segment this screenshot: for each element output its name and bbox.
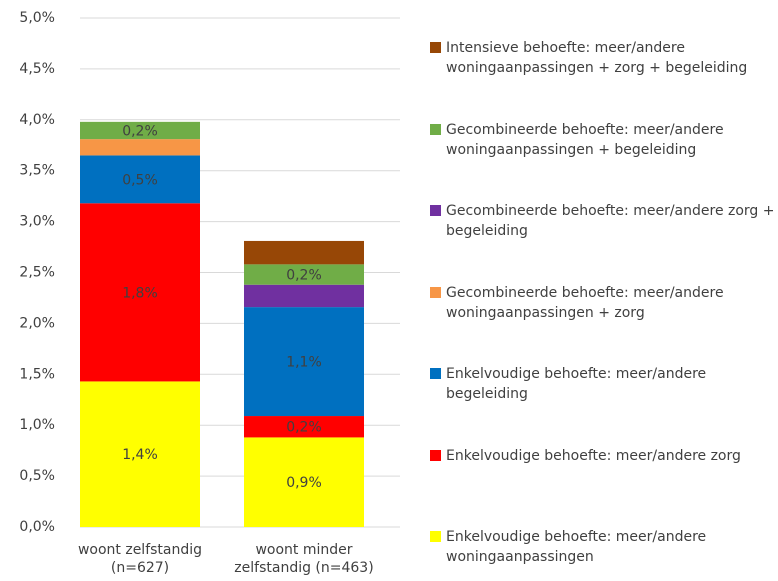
bar-segment <box>244 240 364 265</box>
legend-label: Enkelvoudige behoefte: meer/andere zorg <box>446 447 741 464</box>
legend-label: Enkelvoudige behoefte: meer/andere begel… <box>446 366 707 402</box>
legend-swatch <box>430 449 441 461</box>
legend-item: Gecombineerde behoefte: meer/andere woni… <box>430 120 775 160</box>
legend-swatch <box>430 531 441 542</box>
legend-label: Gecombineerde behoefte: meer/andere zorg… <box>446 203 775 239</box>
legend-item: Intensieve behoefte: meer/andere woninga… <box>430 38 775 78</box>
legend-label: Enkelvoudige behoefte: meer/andere wonin… <box>446 529 707 565</box>
data-label: 1,4% <box>122 447 158 463</box>
x-tick-label: woont zelfstandig (n=627) <box>77 542 203 576</box>
bar-segment <box>80 139 200 156</box>
y-tick-label: 1,0% <box>19 417 55 433</box>
y-tick-label: 0,5% <box>19 468 55 484</box>
legend-item: Enkelvoudige behoefte: meer/andere begel… <box>430 364 775 404</box>
y-tick-label: 1,5% <box>19 366 55 382</box>
y-tick-label: 3,5% <box>19 163 55 179</box>
y-tick-label: 4,5% <box>19 61 55 77</box>
legend-label: Gecombineerde behoefte: meer/andere woni… <box>446 121 724 158</box>
legend-item: Gecombineerde behoefte: meer/andere zorg… <box>430 201 775 241</box>
legend-item: Enkelvoudige behoefte: meer/andere zorg <box>430 446 775 466</box>
bar-segment <box>80 155 200 204</box>
x-tick-label: woont minder zelfstandig (n=463) <box>234 542 374 576</box>
y-tick-label: 0,0% <box>19 519 55 535</box>
bar-segment <box>80 381 200 527</box>
data-label: 0,5% <box>122 172 158 188</box>
y-tick-label: 5,0% <box>19 10 55 26</box>
data-label: 0,2% <box>286 268 322 284</box>
data-label: 1,1% <box>286 355 322 371</box>
legend-swatch <box>430 42 441 53</box>
legend-swatch <box>430 368 441 379</box>
y-tick-label: 4,0% <box>19 112 55 128</box>
legend-swatch <box>430 123 441 135</box>
bar-segment <box>244 264 364 285</box>
data-label: 0,9% <box>286 475 322 491</box>
legend-label: Intensieve behoefte: meer/andere woninga… <box>446 40 748 76</box>
legend-item: Enkelvoudige behoefte: meer/andere wonin… <box>430 527 775 567</box>
bar-segment <box>80 203 200 382</box>
bar-segment <box>244 416 364 438</box>
y-tick-label: 3,0% <box>19 214 55 230</box>
legend-item: Gecombineerde behoefte: meer/andere woni… <box>430 283 775 323</box>
bar-segment <box>244 284 364 308</box>
legend-label: Gecombineerde behoefte: meer/andere woni… <box>446 284 724 321</box>
data-label: 0,2% <box>122 123 158 139</box>
bar-segment <box>244 307 364 417</box>
y-tick-label: 2,0% <box>19 315 55 331</box>
data-label: 0,2% <box>286 420 322 436</box>
legend-swatch <box>430 205 441 216</box>
y-tick-label: 2,5% <box>19 265 55 281</box>
bar-segment <box>244 437 364 527</box>
data-label: 1,8% <box>122 285 158 301</box>
bar-segment <box>80 121 200 140</box>
legend-swatch <box>430 286 441 298</box>
